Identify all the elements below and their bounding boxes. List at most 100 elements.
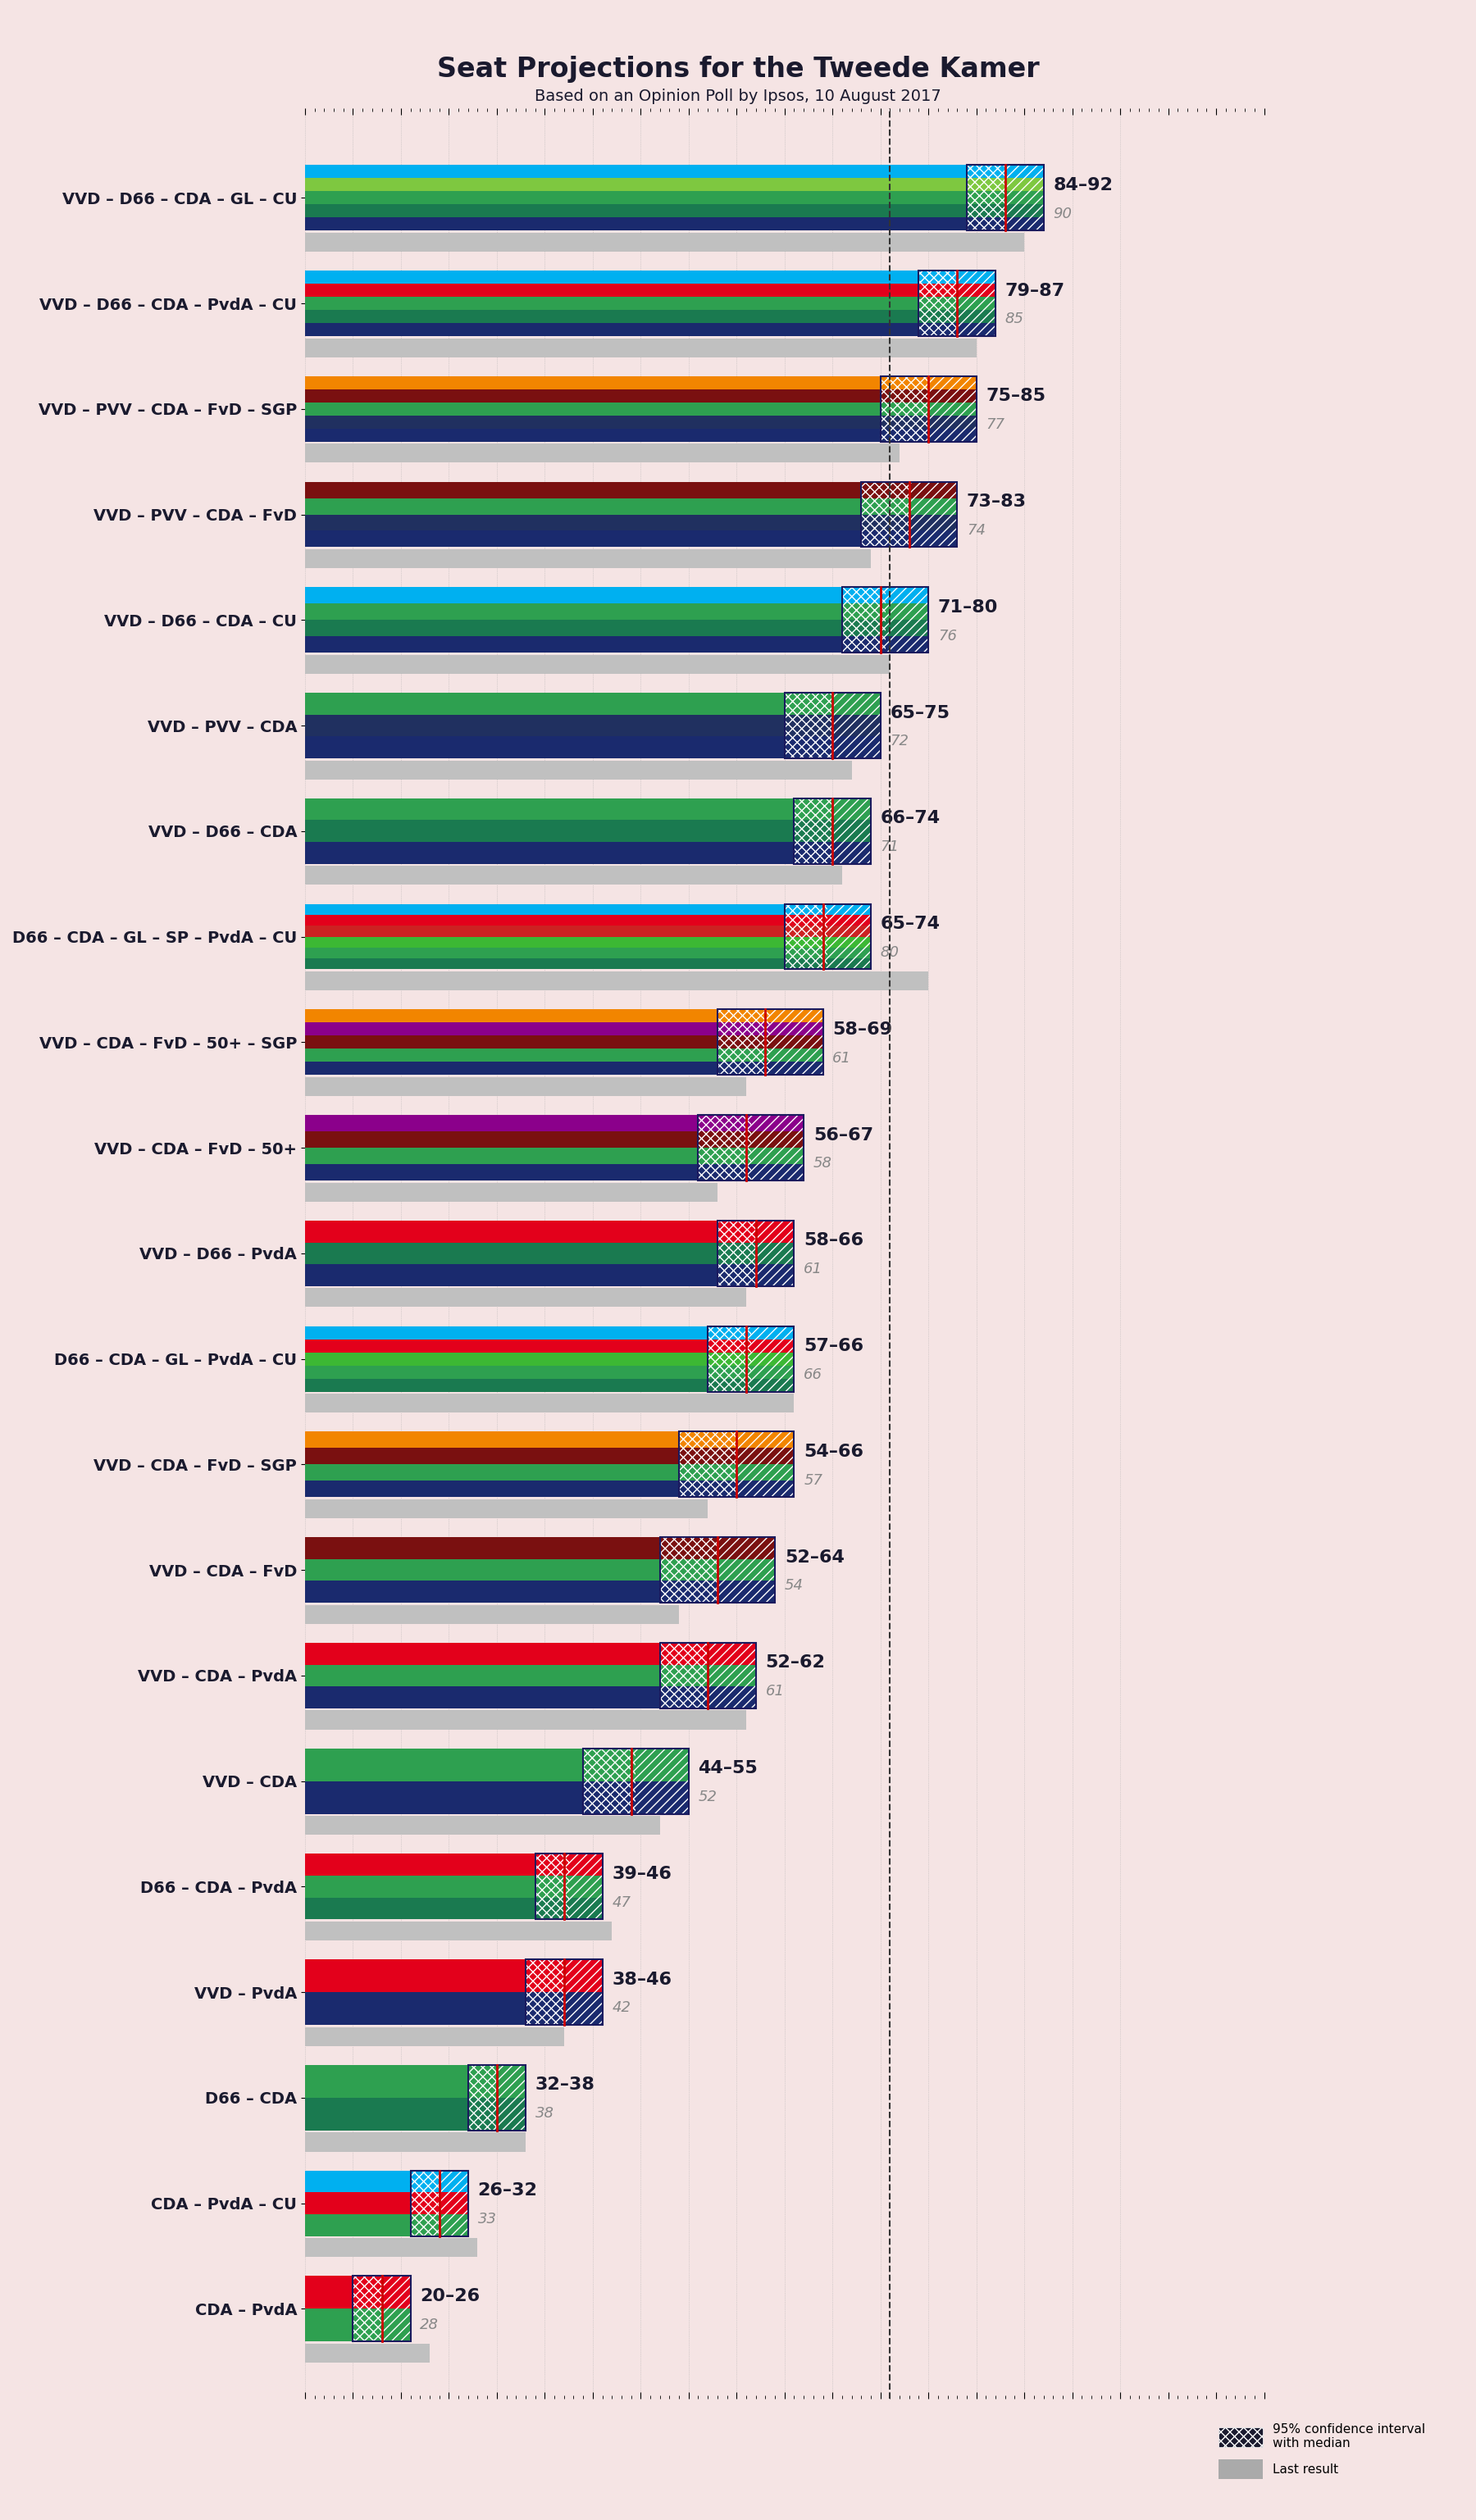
Bar bbox=[306, 1782, 689, 1814]
Bar bbox=[785, 905, 828, 970]
Bar bbox=[306, 1920, 613, 1940]
Bar bbox=[306, 1288, 747, 1308]
Bar bbox=[828, 905, 871, 970]
Bar bbox=[698, 1114, 751, 1179]
Bar bbox=[843, 587, 928, 653]
Bar bbox=[306, 1482, 794, 1497]
Bar bbox=[306, 1898, 602, 1920]
Bar bbox=[660, 1643, 708, 1709]
Bar bbox=[306, 232, 1024, 252]
Text: 74: 74 bbox=[967, 522, 986, 537]
Bar bbox=[468, 2064, 497, 2129]
Bar bbox=[306, 1560, 775, 1580]
Bar bbox=[306, 2344, 430, 2364]
Bar bbox=[525, 1961, 564, 2026]
Bar bbox=[306, 444, 900, 464]
Bar bbox=[306, 2192, 468, 2215]
Text: 80: 80 bbox=[881, 945, 899, 960]
Bar bbox=[679, 1431, 794, 1497]
Bar bbox=[306, 1686, 756, 1709]
Bar bbox=[306, 164, 1044, 179]
Bar bbox=[306, 1993, 602, 2026]
Bar bbox=[525, 1961, 602, 2026]
Text: 75–85: 75–85 bbox=[986, 388, 1046, 403]
Bar bbox=[306, 1711, 747, 1729]
Bar bbox=[306, 693, 881, 716]
Bar bbox=[679, 1431, 737, 1497]
Bar bbox=[306, 1220, 794, 1242]
Bar bbox=[306, 2064, 525, 2097]
Text: 72: 72 bbox=[890, 733, 909, 748]
Bar bbox=[660, 1537, 717, 1603]
Bar bbox=[785, 693, 881, 759]
Text: 52: 52 bbox=[698, 1789, 717, 1804]
Text: 84–92: 84–92 bbox=[1052, 176, 1113, 194]
Bar bbox=[306, 1464, 794, 1482]
Text: 61: 61 bbox=[766, 1683, 784, 1698]
Bar bbox=[306, 958, 871, 970]
Bar bbox=[306, 638, 928, 653]
Text: 61: 61 bbox=[804, 1263, 822, 1278]
Bar bbox=[306, 2097, 525, 2129]
Bar bbox=[306, 1242, 794, 1265]
Bar bbox=[440, 2170, 468, 2235]
Text: 57–66: 57–66 bbox=[804, 1338, 863, 1353]
Bar bbox=[698, 1114, 804, 1179]
Bar bbox=[306, 1353, 794, 1366]
Bar bbox=[306, 1378, 794, 1391]
Bar bbox=[306, 1666, 756, 1686]
Bar bbox=[306, 2132, 525, 2152]
Bar bbox=[306, 388, 976, 403]
Bar bbox=[785, 693, 832, 759]
Text: 58: 58 bbox=[813, 1157, 832, 1172]
Bar bbox=[306, 1076, 747, 1096]
Bar bbox=[306, 338, 976, 358]
Bar bbox=[306, 375, 976, 388]
Text: 56–67: 56–67 bbox=[813, 1126, 874, 1144]
Text: 32–38: 32–38 bbox=[536, 2076, 595, 2094]
Text: 76: 76 bbox=[937, 627, 956, 643]
Bar bbox=[717, 1537, 775, 1603]
Bar bbox=[306, 285, 995, 297]
Bar bbox=[306, 819, 871, 842]
Bar bbox=[306, 1061, 824, 1076]
Bar bbox=[306, 1749, 689, 1782]
Text: 28: 28 bbox=[421, 2318, 438, 2331]
Bar bbox=[886, 587, 928, 653]
Bar bbox=[306, 2026, 564, 2046]
Bar bbox=[306, 514, 956, 532]
Bar bbox=[353, 2276, 382, 2341]
Bar bbox=[636, 1749, 689, 1814]
Bar bbox=[967, 164, 1044, 229]
Text: 79–87: 79–87 bbox=[1005, 282, 1066, 300]
Bar bbox=[410, 2170, 468, 2235]
Bar bbox=[536, 1855, 568, 1920]
Bar bbox=[832, 799, 871, 864]
Bar bbox=[306, 915, 871, 925]
Bar bbox=[306, 217, 1044, 229]
Bar bbox=[306, 1499, 708, 1517]
Bar bbox=[306, 549, 871, 570]
Bar bbox=[306, 1023, 824, 1036]
Text: 52–62: 52–62 bbox=[766, 1656, 825, 1671]
Text: 61: 61 bbox=[832, 1051, 852, 1066]
Bar bbox=[306, 297, 995, 310]
Bar bbox=[306, 1011, 824, 1023]
Bar bbox=[306, 1961, 602, 1993]
Bar bbox=[717, 1220, 794, 1285]
Bar bbox=[918, 270, 995, 335]
Text: 26–32: 26–32 bbox=[478, 2182, 537, 2200]
Bar bbox=[956, 270, 995, 335]
Bar bbox=[497, 2064, 525, 2129]
Text: 58–69: 58–69 bbox=[832, 1021, 893, 1038]
Bar bbox=[306, 799, 871, 819]
Text: 54: 54 bbox=[785, 1578, 803, 1593]
Bar bbox=[306, 736, 881, 759]
Bar bbox=[410, 2170, 440, 2235]
Bar bbox=[306, 428, 976, 441]
Bar bbox=[881, 375, 928, 441]
Bar bbox=[306, 905, 871, 915]
Bar bbox=[306, 1537, 775, 1560]
Bar bbox=[583, 1749, 636, 1814]
Bar bbox=[909, 481, 956, 547]
